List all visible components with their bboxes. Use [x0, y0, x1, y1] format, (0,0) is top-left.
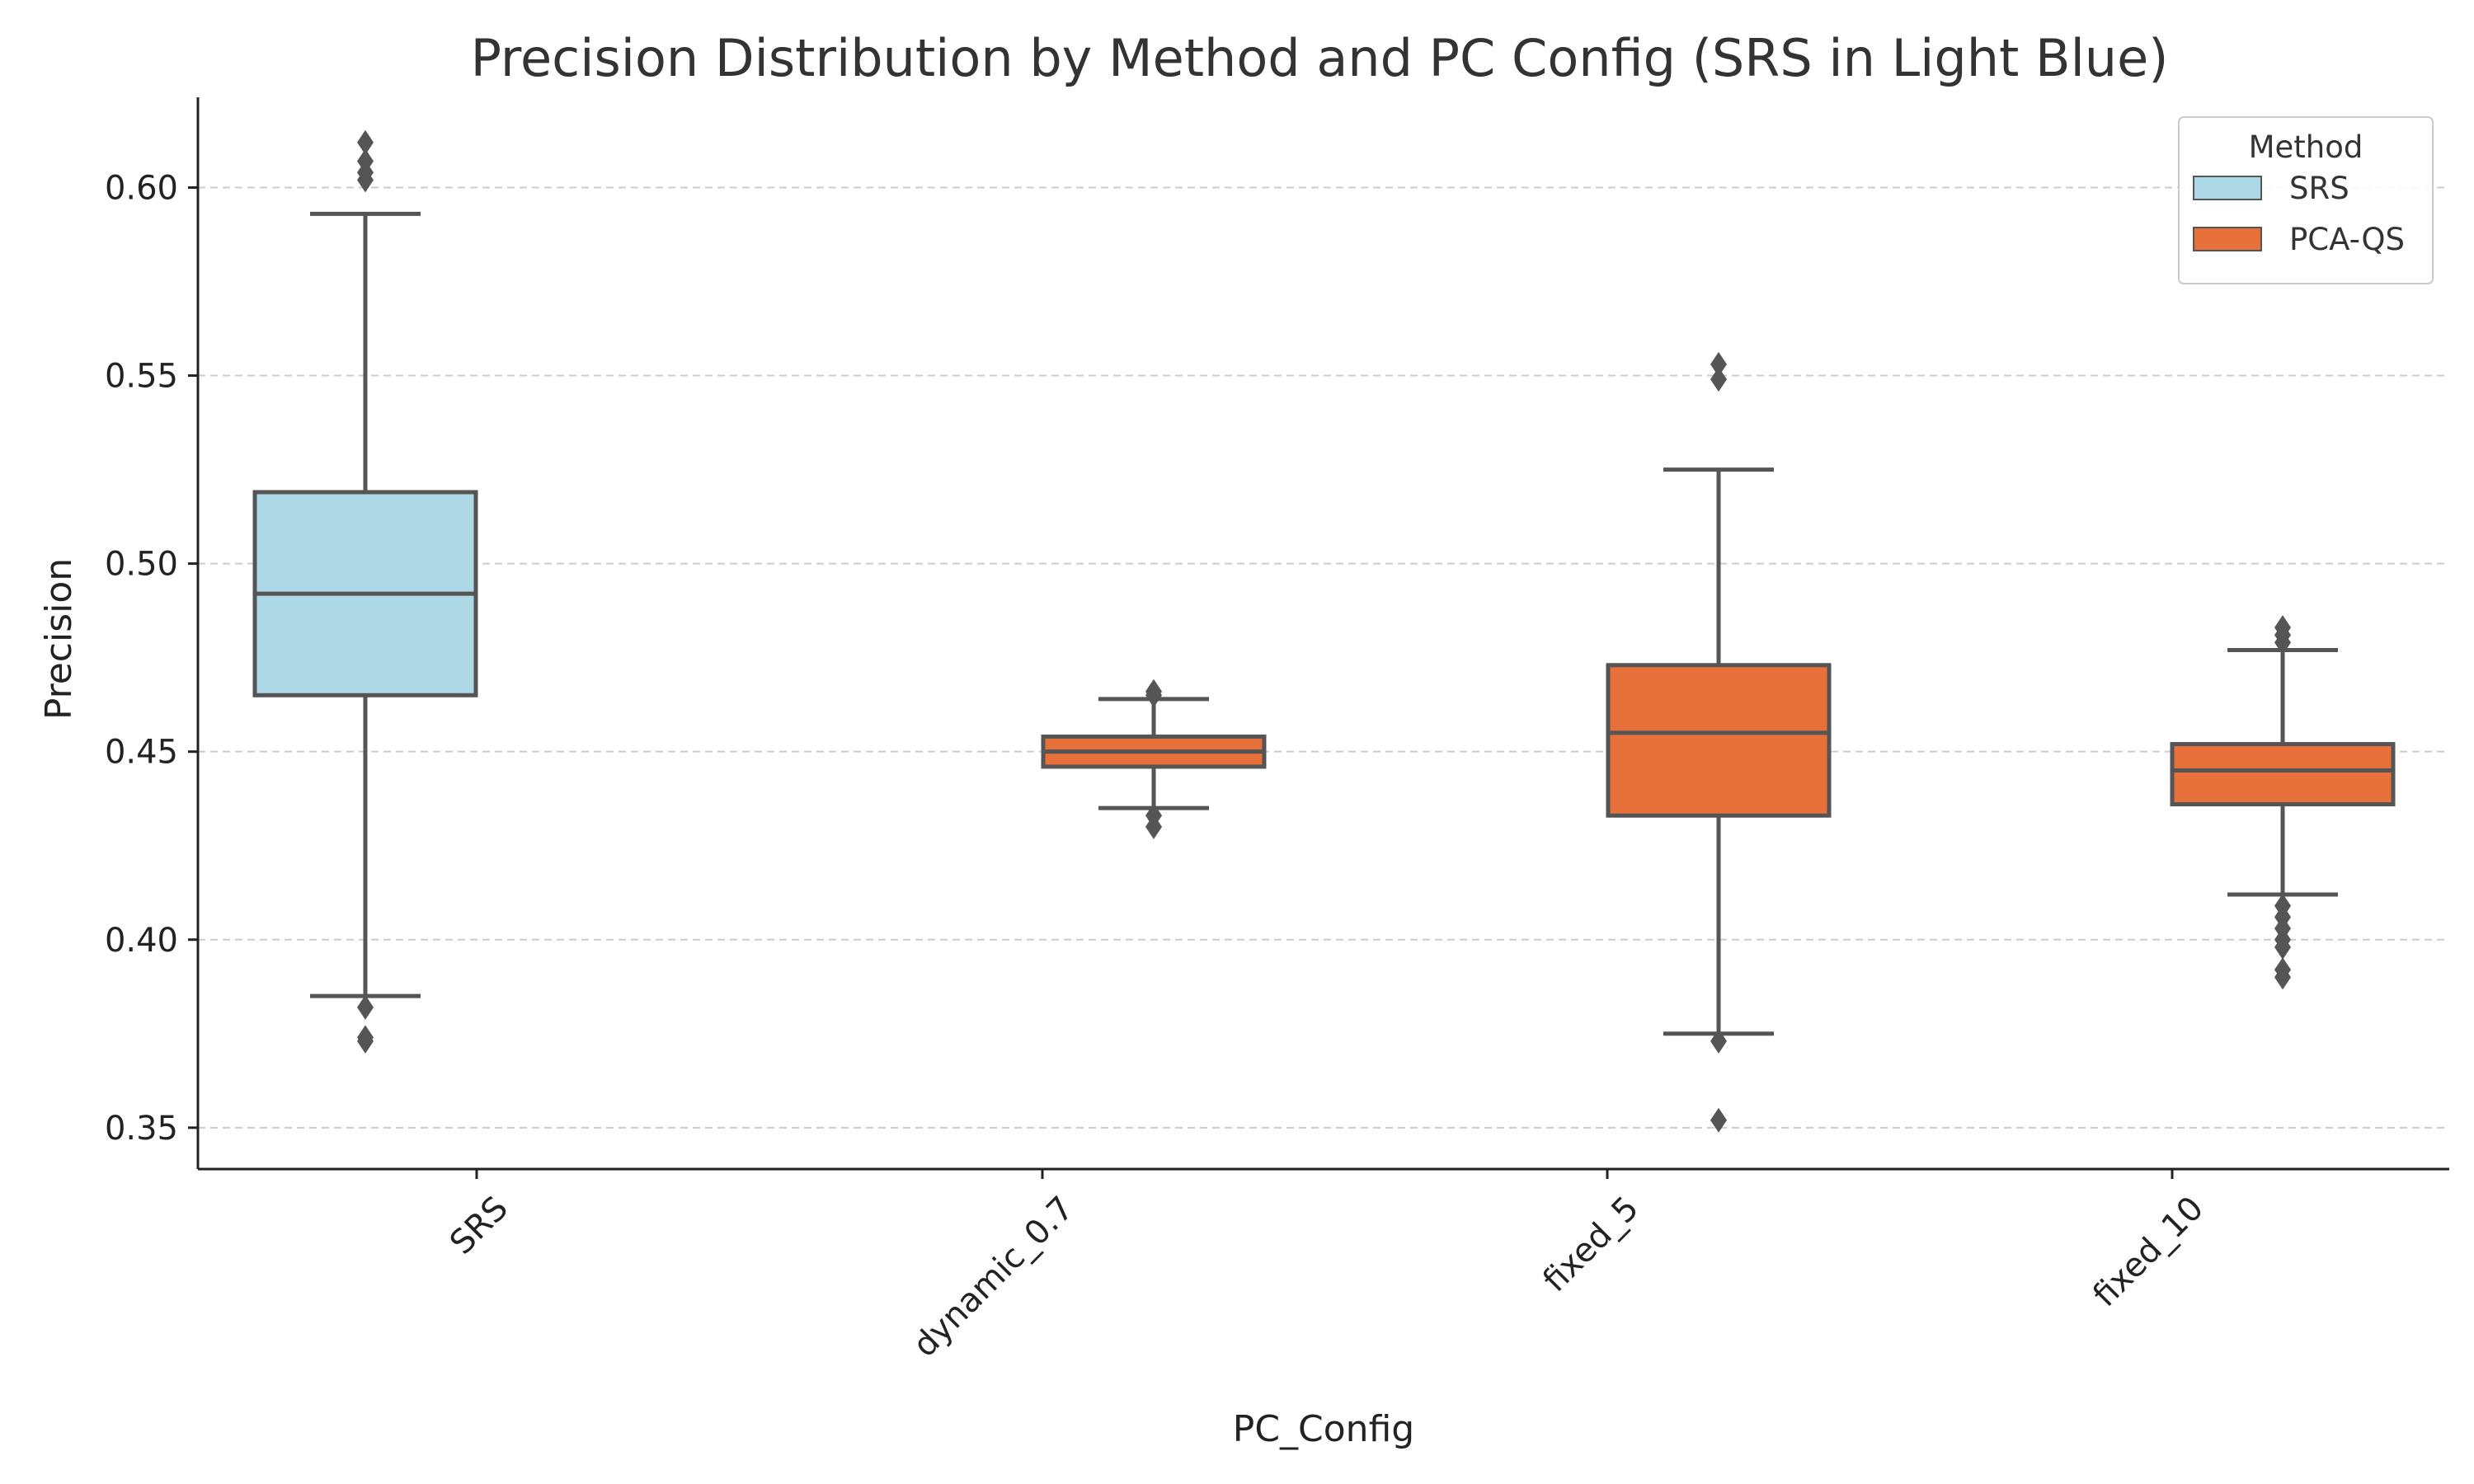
- outlier-point: [1710, 351, 1727, 377]
- outlier-point: [1710, 1107, 1727, 1133]
- x-axis-title: PC_Config: [1233, 1408, 1414, 1450]
- legend-swatch: [2193, 176, 2262, 200]
- x-tick-label: SRS: [443, 1190, 515, 1262]
- iqr-box: [2170, 742, 2396, 807]
- y-tick-label: 0.50: [105, 546, 178, 584]
- outlier-point: [357, 148, 374, 174]
- y-tick-label: 0.60: [105, 169, 178, 207]
- x-tick-label: fixed_5: [1536, 1190, 1646, 1300]
- outlier-point: [1710, 367, 1727, 392]
- x-tick-label: dynamic_0.7: [906, 1190, 1082, 1365]
- y-tick-label: 0.45: [105, 734, 178, 772]
- y-ticks: 0.35 0.40 0.45 0.50 0.55 0.60: [105, 169, 198, 1148]
- box-fixed_5: [1606, 351, 1832, 1133]
- outlier-point: [1145, 679, 1162, 704]
- legend-label: PCA-QS: [2289, 222, 2405, 257]
- box-fixed_10: [2170, 615, 2396, 990]
- outlier-point: [1710, 1028, 1727, 1054]
- y-tick-label: 0.55: [105, 358, 178, 396]
- legend-title: Method: [2249, 129, 2363, 165]
- legend-entries: SRS PCA-QS: [2193, 171, 2405, 257]
- x-tick-label: fixed_10: [2086, 1190, 2211, 1315]
- y-tick-label: 0.40: [105, 922, 178, 960]
- outlier-point: [357, 129, 374, 155]
- box-dynamic_0.7: [1041, 679, 1267, 839]
- outlier-point: [2274, 965, 2291, 990]
- outlier-point: [357, 994, 374, 1020]
- box-SRS: [252, 129, 478, 1054]
- axes: [196, 97, 2449, 1171]
- legend: Method SRS PCA-QS: [2178, 116, 2434, 284]
- y-tick-label: 0.35: [105, 1110, 178, 1148]
- chart-title: Precision Distribution by Method and PC …: [471, 28, 2169, 88]
- grid-lines: [198, 186, 2449, 1129]
- y-axis-title: Precision: [38, 558, 80, 720]
- outlier-point: [2274, 615, 2291, 641]
- box-plots: [252, 129, 2396, 1133]
- outlier-point: [1145, 814, 1162, 839]
- x-ticks: SRS dynamic_0.7 fixed_5 fixed_10: [443, 1169, 2211, 1364]
- legend-swatch: [2193, 227, 2262, 251]
- iqr-box: [1606, 663, 1832, 818]
- legend-label: SRS: [2289, 171, 2349, 206]
- outlier-point: [2274, 934, 2291, 960]
- outlier-point: [357, 1025, 374, 1050]
